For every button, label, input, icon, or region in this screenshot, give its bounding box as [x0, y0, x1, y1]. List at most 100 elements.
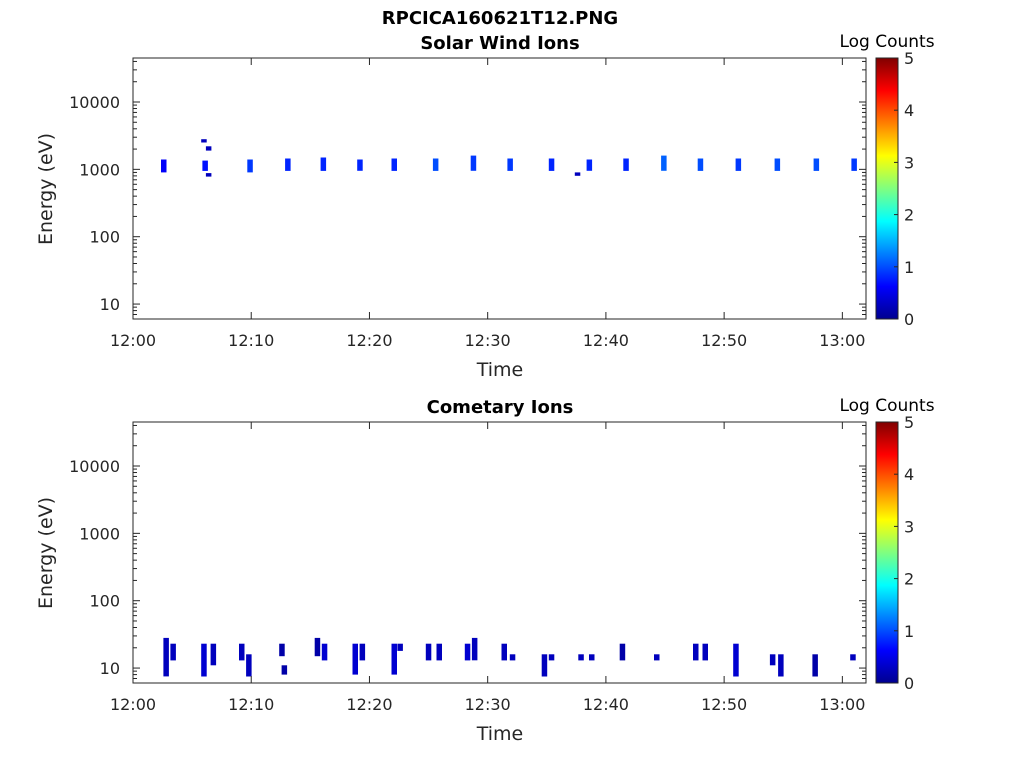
cometary-colorbar-tick-label: 2: [904, 570, 914, 589]
cometary-cell: [210, 643, 217, 666]
cometary-colorbar-label: Log Counts: [839, 396, 934, 416]
cometary-cell: [619, 643, 626, 661]
solar-wind-cell: [205, 146, 212, 151]
solar-wind-colorbar-tick-label: 5: [904, 49, 914, 68]
cometary-cell: [654, 654, 660, 661]
cometary-x-tick-label: 12:50: [701, 695, 747, 714]
cometary-cell: [352, 643, 358, 675]
cometary-colorbar-tick-label: 0: [904, 674, 914, 693]
solar-wind-title: Solar Wind Ions: [420, 33, 579, 54]
cometary-x-tick-label: 12:10: [228, 695, 274, 714]
solar-wind-plot-area: [132, 57, 867, 320]
cometary-cell: [578, 654, 584, 661]
solar-wind-y-tick-label: 10000: [69, 93, 120, 112]
cometary-colorbar-tick-label: 5: [904, 413, 914, 432]
solar-wind-x-ticks: 12:00 12:10 12:20 12:30 12:40 12:50 13:00: [110, 58, 865, 350]
solar-wind-cell: [205, 173, 212, 177]
solar-wind-cell: [697, 158, 704, 171]
solar-wind-colorbar-ticks: 0 1 2 3 4 5: [894, 49, 914, 329]
cometary-cell: [201, 643, 207, 677]
solar-wind-x-tick-label: 12:20: [346, 331, 392, 350]
solar-wind-cell: [432, 158, 439, 171]
solar-wind-cell: [201, 139, 207, 143]
solar-wind-cell: [161, 159, 167, 173]
solar-wind-cell: [586, 159, 593, 171]
solar-wind-x-label: Time: [476, 359, 524, 381]
figure-title: RPCICA160621T12.PNG: [382, 8, 618, 29]
cometary-cell: [239, 643, 245, 661]
solar-wind-cell: [548, 158, 555, 171]
cometary-cell: [589, 654, 595, 661]
cometary-colorbar: Log Counts 0 1 2 3 4 5: [839, 396, 934, 693]
cometary-cell: [321, 643, 328, 661]
solar-wind-cell: [774, 158, 781, 171]
solar-wind-colorbar-tick-label: 4: [904, 101, 914, 120]
solar-wind-y-ticks: 10 100 1000 10000: [69, 60, 866, 320]
solar-wind-x-tick-label: 12:00: [110, 331, 156, 350]
cometary-cell: [501, 643, 507, 661]
solar-wind-cell: [391, 158, 397, 171]
solar-wind-cell: [735, 158, 742, 171]
cometary-cell: [279, 643, 285, 657]
cometary-cell: [464, 643, 471, 661]
cometary-colorbar-tick-label: 4: [904, 465, 914, 484]
solar-wind-colorbar-tick-label: 0: [904, 310, 914, 329]
solar-wind-x-tick-label: 13:00: [819, 331, 865, 350]
cometary-cell: [702, 643, 708, 661]
cometary-y-tick-label: 100: [89, 592, 120, 611]
cometary-cell: [397, 643, 403, 651]
solar-wind-cell: [470, 155, 477, 171]
cometary-x-tick-label: 12:40: [583, 695, 629, 714]
solar-wind-panel: Solar Wind Ions 12:00 12:10 12:20 12:30 12:4…: [35, 32, 935, 381]
cometary-cell: [812, 654, 818, 677]
cometary-cell: [850, 654, 856, 661]
cometary-x-tick-label: 12:20: [346, 695, 392, 714]
solar-wind-cell: [247, 159, 253, 173]
solar-wind-cell: [574, 172, 581, 176]
cometary-cell: [425, 643, 432, 661]
solar-wind-cell: [285, 158, 291, 171]
cometary-cell: [733, 643, 739, 677]
cometary-cell: [170, 643, 176, 661]
cometary-y-tick-label: 10: [100, 659, 120, 678]
cometary-cell: [471, 637, 478, 661]
solar-wind-colorbar-tick-label: 3: [904, 153, 914, 172]
solar-wind-y-tick-label: 100: [89, 228, 120, 247]
solar-wind-colorbar-label: Log Counts: [839, 32, 934, 52]
cometary-plot-area: [132, 421, 867, 684]
solar-wind-y-label: Energy (eV): [35, 133, 57, 245]
solar-wind-x-tick-label: 12:10: [228, 331, 274, 350]
cometary-cell: [391, 643, 397, 675]
cometary-panel: Cometary Ions 12:00 12:10 12:20 12:30 12:40 1…: [35, 396, 935, 745]
solar-wind-cell: [202, 160, 208, 171]
cometary-colorbar-tick-label: 3: [904, 517, 914, 536]
cometary-y-ticks: 10 100 1000 10000: [69, 424, 866, 684]
solar-wind-cell: [507, 158, 513, 171]
cometary-title: Cometary Ions: [427, 397, 574, 418]
solar-wind-x-tick-label: 12:50: [701, 331, 747, 350]
cometary-cell: [541, 654, 548, 677]
solar-wind-colorbar: Log Counts 0 1 2 3 4 5: [839, 32, 934, 329]
cometary-x-tick-label: 12:30: [465, 695, 511, 714]
solar-wind-cell: [623, 158, 629, 171]
solar-wind-cell: [661, 155, 667, 171]
cometary-cell: [246, 654, 252, 677]
cometary-x-tick-label: 13:00: [819, 695, 865, 714]
solar-wind-cell: [851, 158, 857, 171]
solar-wind-y-tick-label: 10: [100, 295, 120, 314]
cometary-y-label: Energy (eV): [35, 497, 57, 609]
cometary-x-tick-label: 12:00: [110, 695, 156, 714]
cometary-y-tick-label: 10000: [69, 457, 120, 476]
solar-wind-y-tick-label: 1000: [79, 160, 120, 179]
cometary-cell: [436, 643, 442, 661]
cometary-cells: [163, 637, 856, 677]
cometary-cell: [548, 654, 555, 661]
solar-wind-cell: [320, 157, 327, 171]
solar-wind-colorbar-gradient: [875, 57, 899, 320]
solar-wind-colorbar-tick-label: 2: [904, 206, 914, 225]
cometary-cell: [693, 643, 699, 661]
cometary-x-label: Time: [476, 723, 524, 745]
cometary-cell: [163, 637, 169, 677]
cometary-cell: [281, 665, 288, 675]
